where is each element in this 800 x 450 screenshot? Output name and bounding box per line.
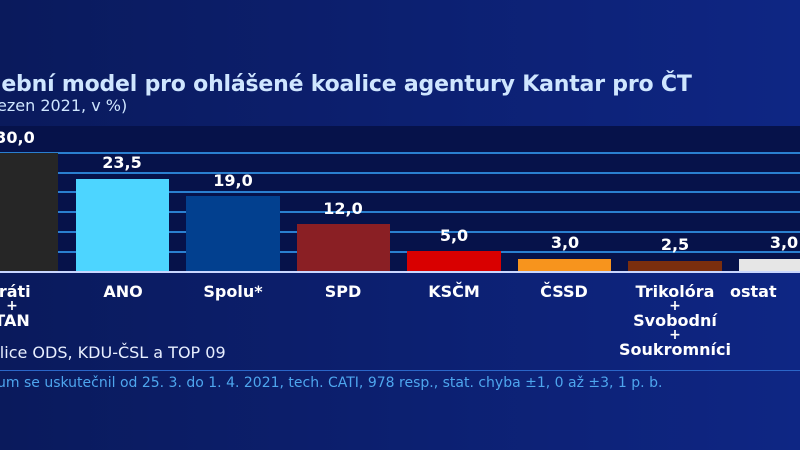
bar-kscm: [407, 251, 501, 271]
label-line: iráti: [0, 282, 31, 301]
category-label-kscm: KSČM: [428, 282, 480, 301]
category-label-spolu: Spolu*: [203, 282, 263, 301]
bar-pirati-stan: [0, 153, 58, 271]
bar-ostatni: [739, 259, 800, 271]
value-label: 2,5: [660, 235, 690, 254]
gridline: [0, 231, 800, 233]
value-label: 3,0: [550, 233, 580, 252]
category-label-spd: SPD: [324, 282, 362, 301]
baseline: [0, 271, 800, 273]
category-label-pirati-stan: iráti + TAN: [0, 282, 82, 330]
label-line: Svobodní: [633, 311, 717, 330]
label-line: Trikolóra: [635, 282, 715, 301]
value-label: 3,0: [769, 233, 799, 252]
label-plus: +: [669, 298, 681, 314]
gridline: [0, 152, 800, 154]
chart-subtitle: ezen 2021, v %): [0, 96, 128, 115]
separator-line: [0, 370, 800, 371]
label-line: Soukromníci: [619, 340, 731, 359]
value-label: 30,0: [0, 128, 35, 147]
value-label: 5,0: [439, 226, 469, 245]
gridline: [0, 172, 800, 174]
gridline: [0, 211, 800, 213]
bar-spd: [297, 224, 390, 271]
label-plus: +: [6, 298, 18, 314]
gridline: [0, 191, 800, 193]
chart-title: lební model pro ohlášené koalice agentur…: [0, 72, 692, 97]
label-plus: +: [669, 327, 681, 343]
value-label: 12,0: [323, 199, 363, 218]
bar-cssd: [518, 259, 611, 271]
bar-trikolora: [628, 261, 722, 271]
footnote: alice ODS, KDU-ČSL a TOP 09: [0, 343, 226, 362]
source-note: um se uskutečnil od 25. 3. do 1. 4. 2021…: [0, 375, 663, 391]
value-label: 23,5: [102, 153, 142, 172]
category-label-ano: ANO: [103, 282, 143, 301]
bar-spolu: [186, 196, 280, 271]
category-label-ostatni: ostat: [730, 282, 777, 301]
category-label-trikolora: Trikolóra + Svobodní + Soukromníci: [605, 282, 745, 359]
label-line: TAN: [0, 311, 30, 330]
value-label: 19,0: [213, 171, 253, 190]
gridline: [0, 251, 800, 253]
category-label-cssd: ČSSD: [540, 282, 588, 301]
bar-ano: [76, 179, 169, 271]
